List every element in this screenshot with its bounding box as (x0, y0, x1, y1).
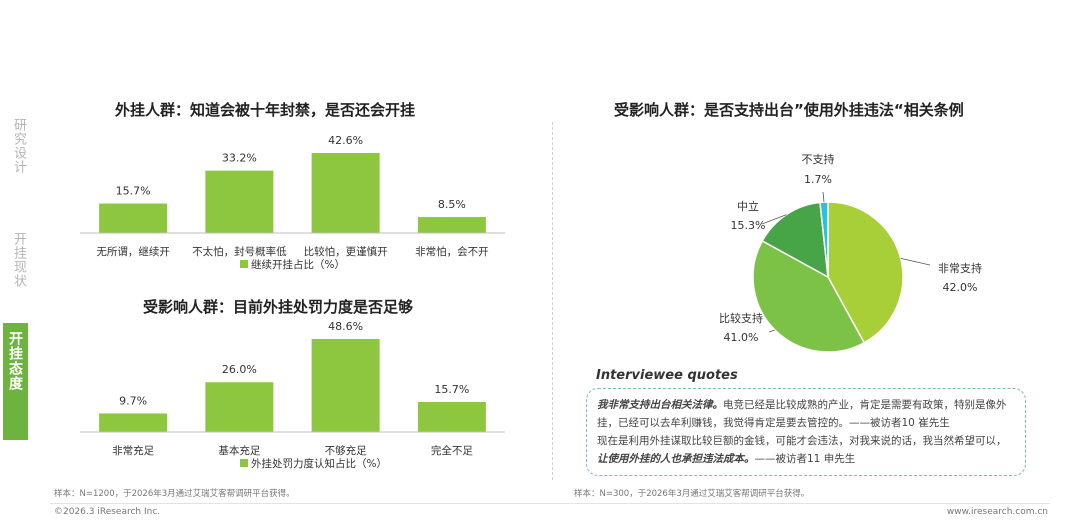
chart1-value-label-4: 8.5% (438, 198, 466, 211)
pie-slice-3 (761, 201, 829, 279)
chart1-category-label-3: 比较怕，更谨慎开 (304, 245, 388, 258)
chart2-bar-3 (311, 339, 380, 432)
chart1-title: 外挂人群：知道会被十年封禁，是否还会开挂 (115, 101, 416, 119)
pie-value-label-2: 41.0% (724, 331, 759, 344)
chart2-value-label-4: 15.7% (434, 383, 469, 396)
pie-leader-line-1 (900, 257, 931, 266)
pie-leader-line-4 (822, 191, 825, 203)
chart1-bar-4 (417, 217, 486, 233)
chart2-legend-label: 外挂处罚力度认知占比（%） (251, 457, 387, 470)
chart2-bar-2 (205, 382, 274, 432)
nav-item-cheat-attitude[interactable]: 开挂态度 (3, 323, 28, 440)
chart2-category-label-2: 基本充足 (218, 444, 260, 457)
nav-item-research-design[interactable]: 研究设计 (11, 118, 26, 174)
chart2-category-label-3: 不够充足 (325, 444, 367, 457)
chart2-bar-1 (99, 413, 168, 432)
sample-note-right: 样本：N=300，于2026年3月通过艾瑞艾客帮调研平台获得。 (574, 489, 810, 499)
quotes-title: Interviewee quotes (596, 368, 738, 383)
chart3-title: 受影响人群：是否支持出台”使用外挂违法“相关条例 (614, 101, 964, 119)
sample-note-left: 样本：N=1200，于2026年3月通过艾瑞艾客帮调研平台获得。 (54, 489, 295, 499)
pie-value-label-3: 15.3% (731, 219, 766, 232)
chart1-category-label-2: 不太怕，封号概率低 (192, 245, 287, 258)
chart1-value-label-1: 15.7% (116, 185, 151, 198)
chart2-bar-4 (417, 401, 486, 432)
chart2-title: 受影响人群：目前外挂处罚力度是否足够 (143, 298, 414, 316)
pie-category-label-2: 比较支持 (719, 311, 763, 325)
footer-url: www.iresearch.com.cn (946, 507, 1048, 517)
pie-category-label-1: 非常支持 (938, 261, 982, 275)
quote2-emphasis: 让使用外挂的人也承担违法成本。 (597, 453, 755, 465)
quote-box: 我非常支持出台相关法律。电竞已经是比较成熟的产业，肯定是需要有政策，特别是像外挂… (586, 388, 1026, 476)
nav-item-active-label: 开挂态度 (7, 331, 23, 391)
chart2-value-label-3: 48.6% (328, 320, 363, 333)
pie-category-label-4: 不支持 (802, 152, 835, 166)
vertical-divider (552, 122, 553, 480)
chart1-bar-1 (99, 203, 168, 233)
pie-slice-2 (752, 239, 866, 353)
footer-divider (50, 503, 1050, 504)
chart1-value-label-2: 33.2% (222, 152, 257, 165)
chart1-legend-label: 继续开挂占比（%） (251, 258, 345, 271)
chart2-category-label-1: 非常充足 (112, 444, 154, 457)
chart1-legend-swatch (240, 260, 248, 268)
pie-value-label-4: 1.7% (804, 173, 832, 186)
chart2-value-label-2: 26.0% (222, 363, 257, 376)
chart1-value-label-3: 42.6% (328, 134, 363, 147)
chart1-category-label-1: 无所谓，继续开 (96, 245, 170, 258)
pie-leader-line-2 (768, 329, 776, 333)
chart2-value-label-1: 9.7% (119, 394, 147, 407)
pie-leader-line-3 (761, 214, 787, 225)
pie-category-label-3: 中立 (737, 199, 759, 213)
quote1-emphasis: 我非常支持出台相关法律。 (597, 399, 723, 411)
side-nav: 研究设计 开挂现状 开挂态度 (0, 0, 30, 523)
quote2-attribution: ——被访者11 申先生 (754, 453, 856, 465)
footer-copyright: ©2026.3 iResearch Inc. (54, 507, 161, 517)
chart1-bar-3 (311, 153, 380, 233)
quote2-text: 现在是利用外挂谋取比较巨额的金钱，可能才会违法，对我来说的话，我当然希望可以， (597, 435, 1007, 447)
chart2-legend-swatch (240, 459, 248, 467)
chart1-category-label-4: 非常怕，会不开 (415, 245, 489, 258)
chart2-category-label-4: 完全不足 (431, 444, 473, 457)
pie-value-label-1: 42.0% (943, 281, 978, 294)
quote1-text: 电竞已经是比较成熟的产业，肯定是需要有政策，特别是像外挂，已经可以去牟利赚钱，我… (597, 399, 1007, 429)
nav-item-cheat-status[interactable]: 开挂现状 (11, 232, 26, 288)
chart1-bar-2 (205, 170, 274, 233)
